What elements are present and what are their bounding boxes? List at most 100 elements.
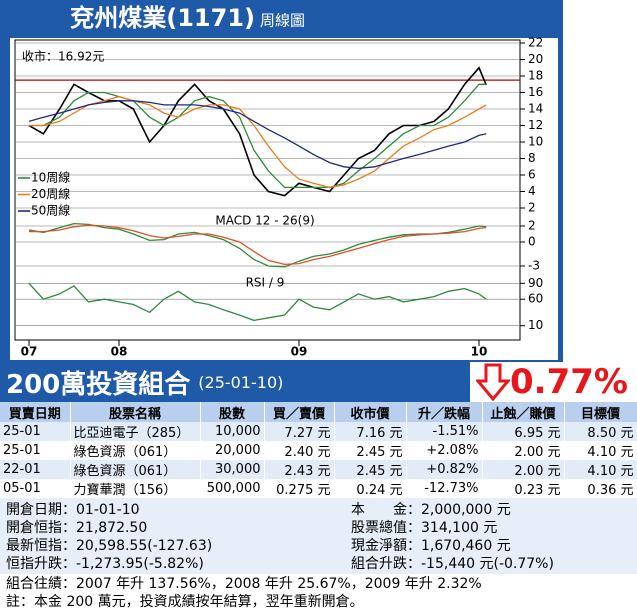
summary-item: 組合升跌：-15,440 元(-0.77%) [351, 556, 554, 572]
table-cell: 0.23 元 [482, 479, 565, 498]
panel-title: MACD 12 - 26(9) [215, 214, 314, 228]
note: 組合往績：2007 年升 137.56%，2008 年升 25.67%，2009… [6, 576, 482, 592]
legend-label: 20周線 [31, 186, 70, 201]
y-tick-label: 60 [528, 292, 543, 306]
y-tick-label: 10 [528, 135, 543, 149]
summary-row: 恒指升跌：-1,273.95(-5.82%) 組合升跌：-15,440 元(-0.… [6, 554, 631, 572]
portfolio-date: (25-01-10) [198, 372, 284, 392]
table-cell: +2.08% [406, 441, 483, 460]
table-cell: 500,000 [200, 479, 265, 498]
series-line [28, 100, 487, 170]
y-tick-label: 10 [528, 318, 543, 332]
series-line [28, 66, 487, 197]
table-cell: 2.43 元 [264, 460, 335, 479]
panel-title: RSI / 9 [246, 276, 285, 290]
y-tick-label: 6 [528, 168, 536, 182]
y-tick-label: 16 [528, 85, 543, 99]
table-cell: 20,000 [200, 441, 265, 460]
header-row: 買賣日期 股票名稱 股數 買／賣價 收市價 升／跌幅 止蝕／賺價 目標價 [0, 402, 637, 422]
notes: 組合往績：2007 年升 137.56%，2008 年升 25.67%，2009… [0, 574, 637, 610]
summary-row: 開倉日期：01-01-10 本 金：2,000,000 元 [6, 500, 631, 518]
portfolio-header: 200萬投資組合 (25-01-10) [0, 362, 470, 402]
header-cell: 買／賣價 [264, 402, 335, 422]
table-cell: 25-01 [0, 422, 71, 441]
table-row: 25-01 比亞迪電子（285） 10,000 7.27 元 7.16 元 -1.51% 6… [0, 422, 637, 441]
x-tick-label: 08 [111, 345, 128, 359]
header-cell: 目標價 [564, 402, 637, 422]
series-line [29, 224, 487, 266]
portfolio-band: 200萬投資組合 (25-01-10) 0.77% [0, 362, 637, 402]
table-cell: +0.82% [406, 460, 483, 479]
table-cell: 2.45 元 [334, 441, 407, 460]
y-tick-label: 12 [528, 118, 543, 132]
y-tick-label: -3 [528, 259, 540, 273]
header-cell: 股票名稱 [70, 402, 201, 422]
page-title: 兗州煤業(1171) [70, 4, 255, 32]
table-cell: 綠色資源（061） [70, 460, 201, 479]
summary-item: 開倉恒指：21,872.50 [6, 520, 148, 536]
y-tick-label: 8 [528, 151, 536, 165]
y-tick-label: 0 [528, 235, 536, 249]
table-cell: 30,000 [200, 460, 265, 479]
panel-title: 收市：16.92元 [22, 49, 104, 64]
summary-item: 最新恒指：20,598.55(-127.63) [6, 538, 213, 554]
table-cell: 綠色資源（061） [70, 441, 201, 460]
table-cell: 2.45 元 [334, 460, 407, 479]
change-value: 0.77% [510, 362, 628, 402]
summary-item: 開倉日期：01-01-10 [6, 502, 140, 518]
summary-item: 股票總值：314,100 元 [351, 520, 498, 536]
series-line [28, 282, 487, 322]
summary-item: 本 金：2,000,000 元 [351, 502, 511, 518]
summary: 開倉日期：01-01-10 本 金：2,000,000 元開倉恒指：21,872.… [0, 498, 637, 574]
summary-item: 現金淨額：1,670,460 元 [351, 538, 511, 554]
table-cell: 10,000 [200, 422, 265, 441]
page-subtitle: 周線圖 [260, 12, 305, 30]
portfolio: 200萬投資組合 (25-01-10) 0.77% 買賣日期 股票名稱 股數 買／賣價… [0, 362, 637, 611]
table-cell: 2.40 元 [264, 441, 335, 460]
legend-label: 50周線 [31, 203, 70, 218]
legend-label: 10周線 [31, 170, 70, 185]
table-cell: 4.10 元 [564, 441, 637, 460]
table-cell: 7.16 元 [334, 422, 407, 441]
y-tick-label: 2 [528, 219, 536, 233]
table-cell: 05-01 [0, 479, 71, 498]
x-tick-label: 09 [291, 345, 308, 359]
portfolio-change: 0.77% [476, 362, 628, 402]
y-tick-label: 18 [528, 69, 543, 83]
table-cell: 6.95 元 [482, 422, 565, 441]
summary-item: 恒指升跌：-1,273.95(-5.82%) [6, 556, 204, 572]
x-tick-label: 07 [21, 345, 38, 359]
summary-row: 最新恒指：20,598.55(-127.63) 現金淨額：1,670,460 元 [6, 536, 631, 554]
table-row: 05-01 力寶華潤（156） 500,000 0.275 元 0.24 元 -12.73… [0, 479, 637, 498]
table-cell: 25-01 [0, 441, 71, 460]
table-cell: 力寶華潤（156） [70, 479, 201, 498]
portfolio-title: 200萬投資組合 [6, 369, 191, 400]
table-row: 25-01 綠色資源（061） 20,000 2.40 元 2.45 元 +2.08% 2.… [0, 441, 637, 460]
table-cell: 8.50 元 [564, 422, 637, 441]
series-line [28, 222, 487, 268]
chart-area: 兗州煤業(1171) 周線圖 24681012141618202210周線20周… [0, 0, 563, 362]
table-cell: 0.36 元 [564, 479, 637, 498]
table-cell: 0.275 元 [264, 479, 335, 498]
header-cell: 止蝕／賺價 [482, 402, 565, 422]
y-tick-label: 22 [528, 36, 543, 50]
header-cell: 買賣日期 [0, 402, 71, 422]
down-arrow [476, 363, 510, 401]
y-tick-label: 4 [528, 184, 536, 198]
table-cell: 比亞迪電子（285） [70, 422, 201, 441]
x-tick-label: 10 [471, 345, 488, 359]
note: 註：本金 200 萬元，投資成績按年結算，翌年重新開倉。 [6, 594, 364, 610]
y-tick-label: 2 [528, 201, 536, 215]
table-cell: 2.00 元 [482, 460, 565, 479]
table-row: 22-01 綠色資源（061） 30,000 2.43 元 2.45 元 +0.82% 2.… [0, 460, 637, 479]
plot-background [10, 38, 558, 360]
header-cell: 股數 [200, 402, 265, 422]
y-tick-label: 14 [528, 102, 543, 116]
plot-border [14, 39, 521, 341]
table-cell: 7.27 元 [264, 422, 335, 441]
header-cell: 升／跌幅 [406, 402, 483, 422]
table-cell: 22-01 [0, 460, 71, 479]
table-cell: 0.24 元 [334, 479, 407, 498]
series-line [29, 95, 487, 189]
